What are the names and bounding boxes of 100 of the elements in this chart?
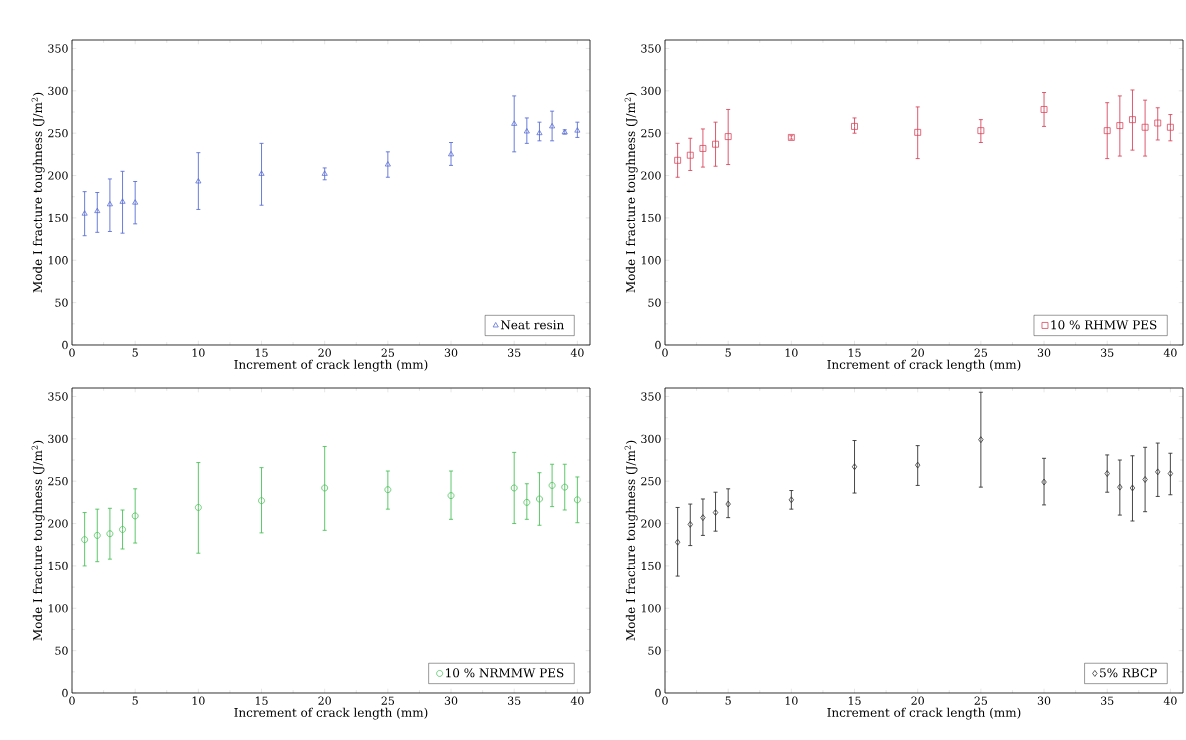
point xyxy=(549,123,556,129)
y-tick-label: 250 xyxy=(641,477,661,486)
x-tick-label: 30 xyxy=(444,696,458,705)
y-tick-label: 300 xyxy=(641,86,661,95)
x-tick-label: 5 xyxy=(132,348,138,357)
x-tick-label: 20 xyxy=(911,696,924,705)
point xyxy=(851,463,858,471)
point xyxy=(548,482,556,489)
point xyxy=(119,526,126,533)
y-tick-label: 50 xyxy=(648,298,661,307)
x-tick-label: 40 xyxy=(1163,348,1177,357)
x-axis-title: Increment of crack length (mm) xyxy=(827,707,1021,720)
y-tick-label: 200 xyxy=(48,519,68,528)
y-tick-label: 150 xyxy=(641,213,661,223)
point xyxy=(674,156,682,164)
point xyxy=(536,495,543,503)
y-tick-label: 150 xyxy=(48,561,68,571)
x-tick-label: 30 xyxy=(1037,696,1051,705)
point xyxy=(1167,470,1174,477)
point xyxy=(523,498,531,506)
x-tick-label: 5 xyxy=(725,348,731,357)
point xyxy=(321,484,329,492)
y-tick-label: 300 xyxy=(48,434,68,443)
point xyxy=(687,521,693,528)
point xyxy=(1040,106,1048,113)
point xyxy=(258,497,265,505)
x-tick-label: 35 xyxy=(508,348,521,357)
point xyxy=(712,509,719,516)
point xyxy=(81,536,89,544)
point xyxy=(699,145,707,152)
point xyxy=(93,532,101,539)
point xyxy=(573,496,581,504)
x-tick-label: 5 xyxy=(132,696,138,705)
x-tick-label: 30 xyxy=(1037,348,1051,357)
x-tick-label: 40 xyxy=(570,348,584,357)
point xyxy=(194,504,202,511)
point xyxy=(1104,470,1110,477)
x-tick-label: 15 xyxy=(848,348,861,357)
y-tick-label: 350 xyxy=(641,392,661,401)
point xyxy=(700,514,706,522)
x-tick-label: 0 xyxy=(662,696,668,705)
point xyxy=(1103,127,1111,135)
point xyxy=(106,200,113,207)
legend-label: 10 % NRMMW PES xyxy=(446,668,564,678)
point xyxy=(724,133,732,140)
y-tick-label: 100 xyxy=(48,604,68,613)
x-tick-label: 40 xyxy=(1163,696,1177,705)
y-tick-label: 100 xyxy=(641,604,661,613)
point xyxy=(510,484,518,492)
x-tick-label: 25 xyxy=(381,696,394,705)
point xyxy=(195,178,202,184)
point xyxy=(725,500,731,508)
y-tick-label: 150 xyxy=(48,213,68,223)
x-tick-label: 35 xyxy=(1101,696,1114,705)
y-tick-label: 100 xyxy=(48,256,68,265)
y-tick-label: 300 xyxy=(48,86,68,95)
y-tick-label: 50 xyxy=(55,646,68,655)
point xyxy=(511,120,518,126)
point xyxy=(106,530,114,538)
point xyxy=(94,207,101,214)
x-tick-label: 10 xyxy=(192,696,205,705)
y-tick-label: 0 xyxy=(655,688,661,698)
point xyxy=(977,127,985,135)
point xyxy=(448,150,455,157)
x-tick-label: 35 xyxy=(1101,348,1114,357)
x-axis-title: Increment of crack length (mm) xyxy=(827,359,1021,372)
y-axis-title: Mode I fracture toughness (J/m$^{2}$) xyxy=(31,92,45,293)
x-tick-label: 20 xyxy=(318,348,331,357)
point xyxy=(712,140,719,148)
x-axis-title: Increment of crack length (mm) xyxy=(234,707,428,720)
x-tick-label: 15 xyxy=(255,696,268,705)
y-tick-label: 200 xyxy=(641,519,661,528)
point xyxy=(1041,478,1047,486)
x-tick-label: 30 xyxy=(444,348,458,357)
point xyxy=(915,461,921,469)
x-tick-label: 25 xyxy=(974,348,988,357)
point xyxy=(384,486,392,494)
x-tick-label: 0 xyxy=(69,696,75,705)
point xyxy=(523,128,530,134)
x-tick-label: 35 xyxy=(508,696,521,705)
y-tick-label: 0 xyxy=(62,688,68,698)
point xyxy=(1142,476,1148,483)
x-tick-label: 25 xyxy=(381,348,394,357)
y-tick-label: 100 xyxy=(641,256,661,265)
point xyxy=(132,199,139,205)
y-tick-label: 350 xyxy=(48,44,68,53)
point xyxy=(1117,483,1123,491)
x-tick-label: 5 xyxy=(725,696,731,705)
point xyxy=(131,512,139,520)
y-tick-label: 50 xyxy=(55,298,68,307)
point xyxy=(1141,123,1149,131)
y-axis-title: Mode I fracture toughness (J/m$^{2}$) xyxy=(624,440,638,641)
point xyxy=(258,170,265,176)
point xyxy=(119,198,126,204)
point xyxy=(1129,484,1136,492)
y-tick-label: 0 xyxy=(655,340,661,350)
y-axis-title: Mode I fracture toughness (J/m$^{2}$) xyxy=(624,92,638,293)
x-tick-label: 40 xyxy=(570,696,584,705)
x-tick-label: 0 xyxy=(662,348,668,357)
point xyxy=(1116,122,1124,129)
